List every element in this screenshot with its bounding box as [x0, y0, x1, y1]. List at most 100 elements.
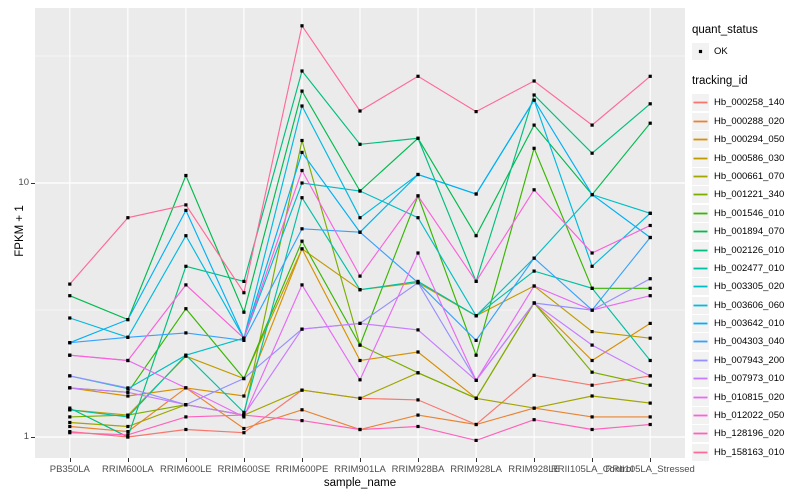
legend-entry-label: Hb_001546_010: [714, 207, 785, 219]
series-color-line-icon: [692, 370, 709, 388]
x-tick-label: RRIM928LE: [508, 464, 560, 475]
data-point: [416, 350, 420, 354]
series-color-line-icon: [692, 351, 709, 369]
data-point: [648, 286, 652, 290]
data-point: [358, 142, 362, 146]
data-point: [126, 430, 130, 434]
series-color-line-icon: [692, 315, 709, 333]
series-color-line-icon: [692, 112, 709, 130]
data-point: [590, 415, 594, 419]
legend-ok-label: OK: [714, 46, 728, 57]
x-tick-label: RRII105LA_Control: [550, 464, 634, 475]
data-point: [184, 173, 188, 178]
x-tick-mark: [127, 458, 129, 462]
data-point: [590, 370, 594, 374]
data-point: [474, 422, 478, 427]
x-tick-label: RRIM600PE: [275, 464, 329, 475]
data-point: [184, 264, 188, 268]
x-tick-label: RRIM600SE: [217, 464, 271, 475]
data-point: [416, 281, 420, 285]
data-point: [416, 251, 420, 255]
data-point: [532, 123, 536, 127]
data-point: [358, 358, 362, 363]
legend-entry-label: Hb_128196_020: [714, 428, 785, 440]
data-point: [416, 74, 420, 78]
legend-entry: Hb_003642_010: [692, 315, 798, 333]
data-point: [416, 328, 420, 332]
legend-entry: Hb_002477_010: [692, 259, 798, 277]
legend-entry: Hb_001221_340: [692, 186, 798, 204]
data-point: [648, 294, 652, 298]
data-point: [68, 374, 72, 378]
data-point: [242, 336, 246, 340]
data-point: [416, 424, 420, 429]
x-tick-mark: [301, 458, 303, 462]
legend-entry-label: Hb_003606_060: [714, 299, 785, 311]
series-color-line-icon: [692, 425, 709, 443]
data-point: [184, 283, 188, 287]
series-color-line-icon: [692, 241, 709, 259]
data-point: [474, 338, 478, 342]
data-point: [242, 394, 246, 398]
data-point: [532, 269, 536, 273]
legend-entry: Hb_004303_040: [692, 333, 798, 351]
x-tick-mark: [476, 458, 478, 462]
data-point: [590, 123, 594, 127]
legend-entry-label: Hb_001894_070: [714, 226, 785, 238]
data-point: [68, 420, 72, 425]
data-point: [300, 327, 304, 331]
data-point: [648, 74, 652, 78]
legend-entry-label: Hb_000258_140: [714, 97, 785, 109]
x-axis-title: sample_name: [323, 477, 397, 489]
legend-entry-label: Hb_002126_010: [714, 244, 785, 256]
data-point: [416, 136, 420, 140]
data-point: [184, 208, 188, 212]
series-color-line-icon: [692, 333, 709, 351]
data-point: [126, 394, 130, 398]
legend-entry-label: Hb_158163_010: [714, 446, 785, 458]
data-point: [416, 194, 420, 198]
data-point: [532, 284, 536, 288]
legend-entry: Hb_000586_030: [692, 149, 798, 167]
data-point: [590, 330, 594, 334]
data-point: [300, 419, 304, 423]
data-point: [358, 288, 362, 292]
series-color-line-icon: [692, 259, 709, 277]
series-color-line-icon: [692, 167, 709, 185]
data-point: [300, 104, 304, 108]
data-point: [300, 168, 304, 173]
y-tick-label: 10: [18, 177, 29, 188]
legend-entry: Hb_000661_070: [692, 167, 798, 185]
data-point: [648, 358, 652, 363]
data-point: [590, 308, 594, 312]
x-tick-mark: [592, 458, 594, 462]
data-point: [532, 98, 536, 102]
data-point: [68, 316, 72, 320]
legend-entry-label: Hb_001221_340: [714, 189, 785, 201]
legend-entry: Hb_001546_010: [692, 204, 798, 222]
data-point: [648, 321, 652, 325]
x-tick-label: RRIM600LA: [101, 464, 154, 475]
legend-entry: Hb_007973_010: [692, 370, 798, 388]
data-point: [648, 374, 652, 378]
data-point: [648, 383, 652, 387]
x-tick-mark: [650, 458, 652, 462]
data-point: [358, 343, 362, 347]
ok-point-icon: [692, 43, 709, 60]
data-point: [590, 193, 594, 197]
data-point: [590, 394, 594, 398]
data-point: [648, 415, 652, 419]
data-point: [532, 146, 536, 150]
data-point: [184, 331, 188, 335]
data-point: [300, 247, 304, 251]
legend-entry-label: Hb_000586_030: [714, 152, 785, 164]
data-point: [532, 188, 536, 192]
data-point: [416, 413, 420, 417]
legend-entry-label: Hb_007973_010: [714, 373, 785, 385]
series-color-line-icon: [692, 149, 709, 167]
legend-quant-status-title: quant_status: [692, 24, 758, 36]
series-color-line-icon: [692, 443, 709, 461]
legend-entry-label: Hb_000294_050: [714, 134, 785, 146]
legend-entry: Hb_158163_010: [692, 443, 798, 461]
data-point: [242, 431, 246, 435]
